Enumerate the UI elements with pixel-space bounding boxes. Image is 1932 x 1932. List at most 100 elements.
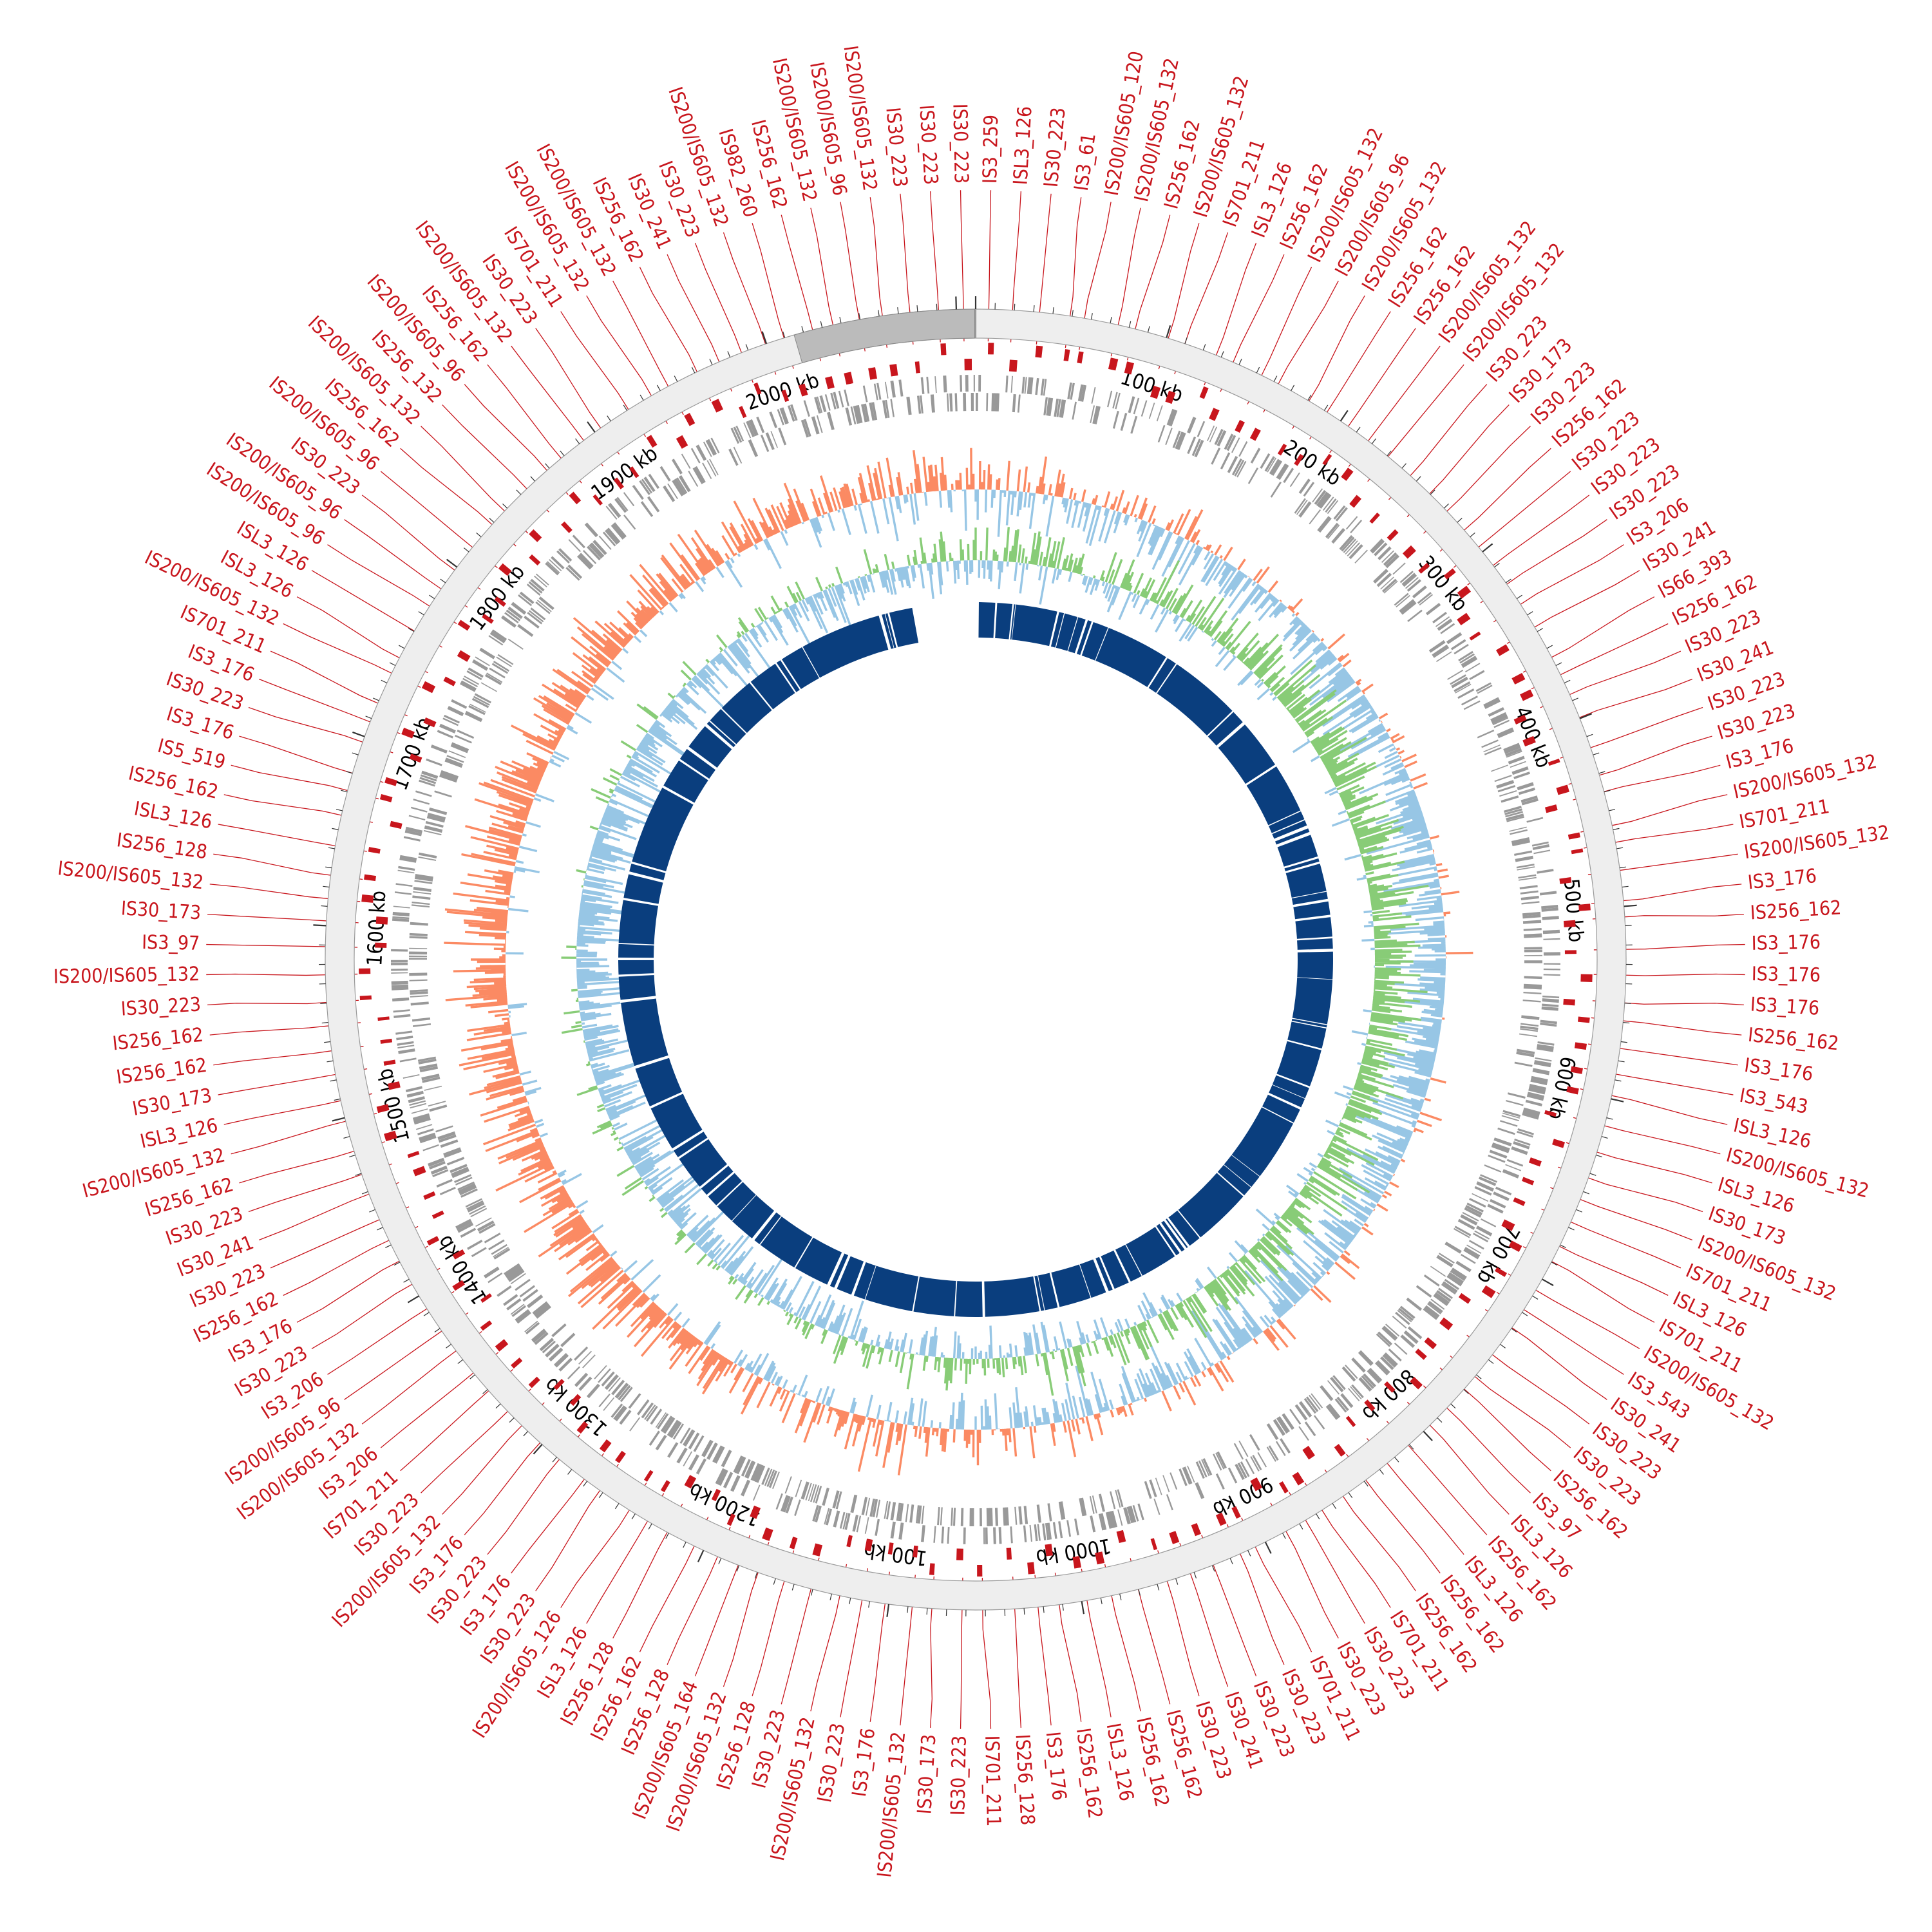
minor-tick xyxy=(1583,1191,1590,1195)
cds-feature xyxy=(790,404,798,421)
cds-feature xyxy=(587,545,601,561)
minor-tick xyxy=(1564,679,1571,684)
cds-feature xyxy=(1419,594,1434,606)
cds-feature xyxy=(1540,1019,1557,1025)
cds-feature xyxy=(969,1508,972,1526)
major-tick xyxy=(1166,325,1171,338)
cds-feature xyxy=(1466,1202,1484,1213)
is-element-label: ISL3_126 xyxy=(132,797,214,833)
is-element-mark xyxy=(1520,689,1534,701)
cds-feature xyxy=(795,1479,802,1497)
cds-feature xyxy=(1483,744,1501,753)
cds-feature xyxy=(886,1501,891,1520)
cds-feature xyxy=(862,385,868,402)
is-element-mark xyxy=(1231,1506,1241,1519)
cds-feature xyxy=(578,553,594,568)
cds-feature xyxy=(1438,1287,1454,1300)
cds-feature xyxy=(1522,999,1541,1003)
cds-feature xyxy=(1514,1061,1533,1067)
minor-tick xyxy=(423,1312,430,1316)
inner-feature-gap xyxy=(1261,1106,1294,1124)
cds-feature xyxy=(986,1508,990,1526)
is-element-label: IS3_176 xyxy=(1750,993,1820,1019)
cds-feature xyxy=(1347,1388,1360,1401)
cds-feature xyxy=(405,1086,423,1093)
cds-feature xyxy=(1098,1513,1104,1531)
inner-feature-gap xyxy=(1166,1217,1191,1248)
cds-feature xyxy=(392,916,410,920)
cds-feature xyxy=(1278,464,1289,480)
cds-feature xyxy=(1061,399,1066,418)
cds-feature xyxy=(1048,397,1054,416)
cds-feature xyxy=(1340,1393,1354,1408)
minor-tick xyxy=(598,1492,603,1499)
cds-feature xyxy=(681,453,691,469)
cds-feature xyxy=(1376,1360,1390,1374)
is-element-label: IS256_162 xyxy=(1747,1024,1840,1056)
cds-feature xyxy=(419,1063,438,1070)
cds-feature xyxy=(1492,717,1509,726)
cds-feature xyxy=(1320,1385,1334,1401)
cds-feature xyxy=(853,405,860,424)
cds-feature xyxy=(1235,1464,1245,1481)
minor-tick xyxy=(365,715,372,719)
cds-feature xyxy=(1059,399,1065,418)
cds-feature xyxy=(607,527,621,544)
cds-feature xyxy=(1532,1068,1550,1075)
cds-feature xyxy=(1217,430,1227,447)
cds-feature xyxy=(1481,739,1499,748)
cds-feature xyxy=(1358,1377,1372,1392)
minor-tick xyxy=(878,310,880,317)
cds-feature xyxy=(838,390,844,408)
minor-tick xyxy=(1606,1117,1613,1120)
cds-feature xyxy=(753,1484,761,1501)
cds-feature xyxy=(1002,1507,1007,1526)
cds-feature xyxy=(493,661,510,672)
cds-feature xyxy=(1047,1503,1052,1522)
is-element-mark xyxy=(384,1130,397,1142)
cds-feature xyxy=(1361,1375,1374,1389)
cds-feature xyxy=(817,396,823,413)
cds-feature xyxy=(1531,841,1549,847)
cds-feature xyxy=(527,612,543,625)
is-element-mark xyxy=(643,1470,654,1482)
cds-feature xyxy=(1407,609,1423,622)
cds-feature xyxy=(409,955,428,958)
cds-feature xyxy=(1341,536,1355,552)
cds-feature xyxy=(399,1057,417,1063)
is-element-label: IS3_176 xyxy=(1723,735,1796,774)
cds-feature xyxy=(855,404,863,424)
is-element-mark xyxy=(1578,904,1591,911)
cds-feature xyxy=(1224,433,1234,450)
is-element-label: IS3_176 xyxy=(1751,931,1821,955)
cds-feature xyxy=(949,393,953,412)
cds-feature xyxy=(1468,1240,1484,1250)
cds-feature xyxy=(1257,1452,1267,1468)
is-element-mark xyxy=(1402,545,1416,559)
cds-feature xyxy=(765,432,775,450)
minor-tick xyxy=(773,1578,776,1585)
cds-feature xyxy=(1457,1218,1475,1230)
is-element-mark xyxy=(1578,1016,1590,1023)
is-element-mark xyxy=(1552,1139,1566,1148)
cds-feature xyxy=(397,869,415,874)
gc-content-track xyxy=(444,448,1473,1475)
cds-feature xyxy=(1270,481,1282,498)
cds-feature xyxy=(640,501,654,517)
cds-feature xyxy=(971,393,974,412)
cds-feature xyxy=(1298,1426,1309,1441)
cds-feature xyxy=(598,1394,611,1408)
cds-feature xyxy=(1513,1141,1530,1150)
cds-feature xyxy=(876,383,882,400)
cds-feature xyxy=(572,535,585,549)
cds-feature xyxy=(663,485,676,502)
is-element-mark xyxy=(1458,1293,1472,1304)
cds-feature xyxy=(397,1041,414,1046)
minor-tick xyxy=(403,1278,410,1283)
minor-tick xyxy=(1416,476,1421,482)
cds-feature xyxy=(803,419,811,437)
minor-tick xyxy=(1387,450,1392,457)
cds-feature xyxy=(488,635,504,646)
cds-feature xyxy=(547,561,560,574)
inner-feature-gap xyxy=(1206,710,1235,737)
